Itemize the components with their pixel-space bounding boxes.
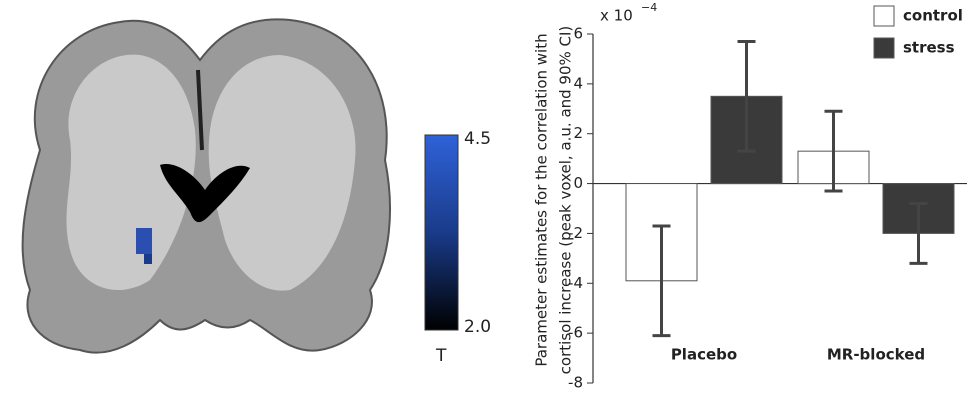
legend-swatch bbox=[874, 6, 894, 26]
activation-blob bbox=[136, 228, 152, 254]
legend-label: control bbox=[903, 7, 963, 25]
y-tick-label: -4 bbox=[568, 274, 583, 292]
y-tick-label: 4 bbox=[573, 74, 583, 92]
colorbar bbox=[425, 135, 458, 330]
y-multiplier-exponent: −4 bbox=[641, 1, 657, 14]
colorbar-label: T bbox=[435, 346, 447, 366]
legend-label: stress bbox=[903, 39, 955, 57]
x-tick-label: MR-blocked bbox=[827, 346, 925, 364]
colorbar-min-label: 2.0 bbox=[464, 317, 491, 337]
brain-image bbox=[23, 19, 390, 352]
y-multiplier: x 10 bbox=[600, 7, 633, 25]
x-tick-label: Placebo bbox=[671, 346, 737, 364]
y-tick-label: 2 bbox=[573, 124, 583, 142]
activation-blob bbox=[144, 254, 152, 264]
y-tick-label: 0 bbox=[573, 174, 583, 192]
y-tick-label: -2 bbox=[568, 224, 583, 242]
legend-swatch bbox=[874, 38, 894, 58]
y-axis-label: cortisol increase (peak voxel, a.u. and … bbox=[557, 26, 575, 375]
y-tick-label: -8 bbox=[568, 374, 583, 392]
y-axis-label: Parameter estimates for the correlation … bbox=[533, 33, 551, 366]
colorbar-max-label: 4.5 bbox=[464, 129, 491, 149]
y-tick-label: -6 bbox=[568, 324, 583, 342]
figure: 4.5 2.0 T Parameter estimates for the co… bbox=[0, 0, 967, 398]
y-tick-label: 6 bbox=[573, 25, 583, 43]
